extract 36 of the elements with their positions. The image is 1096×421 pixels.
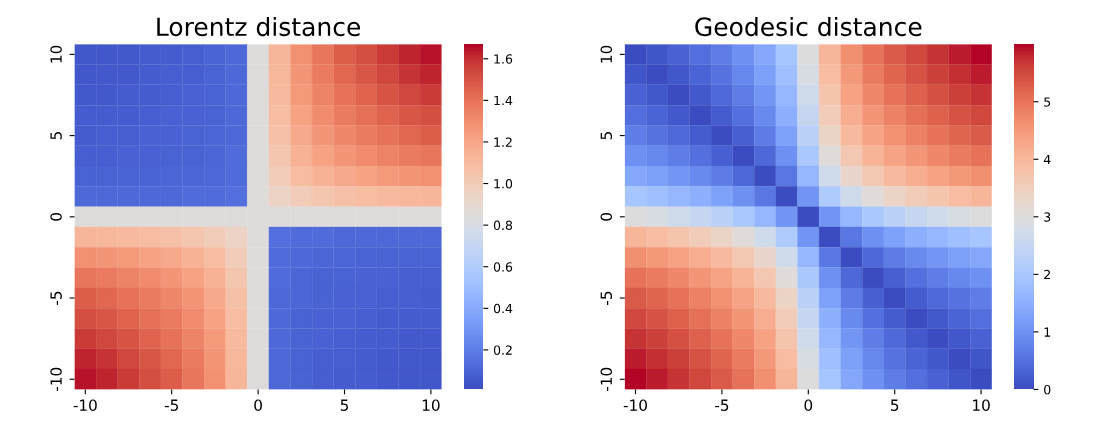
color-bar-label: 1 (1044, 327, 1051, 337)
color-bar-label: 0.8 (493, 220, 513, 231)
color-bar-label: 3 (1044, 212, 1051, 222)
chart-title: Lorentz distance (157, 16, 361, 37)
x-tick-label: 5 (340, 399, 349, 411)
y-tick-label: 5 (600, 132, 613, 140)
color-bar-label: 1.4 (494, 95, 513, 106)
x-tick-label: 10 (973, 399, 990, 411)
color-bar-label: 0 (1044, 384, 1051, 395)
color-bar-label: 0.4 (493, 303, 513, 314)
y-tick-label: -5 (600, 291, 613, 305)
y-tick-label: 5 (50, 132, 62, 140)
y-tick-label: 0 (600, 212, 613, 221)
x-tick-label: -5 (715, 399, 729, 411)
x-tick-label: 5 (891, 399, 899, 411)
y-tick-label: 0 (50, 212, 62, 221)
y-tick-label: -10 (600, 367, 613, 391)
y-tick-label: 10 (600, 45, 613, 63)
color-bar-label: 1.2 (494, 137, 512, 147)
color-bar-label: 5 (1044, 97, 1051, 107)
color-bar-label: 1.0 (494, 179, 513, 189)
x-tick-label: 0 (254, 399, 262, 411)
color-bar-label: 0.6 (493, 262, 513, 272)
y-tick-label: -5 (50, 291, 62, 305)
color-bar-label: 2 (1044, 269, 1050, 280)
y-tick-label: -10 (50, 367, 62, 391)
x-tick-label: -10 (623, 399, 647, 411)
color-bar-label: 1.6 (494, 54, 513, 64)
color-bar-label: 4 (1043, 154, 1051, 165)
x-tick-label: -5 (164, 399, 178, 411)
x-tick-label: 0 (804, 399, 813, 411)
y-tick-label: 10 (50, 45, 62, 63)
color-bar-label: 0.2 (493, 345, 512, 355)
x-tick-label: 10 (422, 399, 440, 411)
chart-title: Geodesic distance (695, 16, 922, 37)
x-tick-label: -10 (73, 399, 97, 411)
